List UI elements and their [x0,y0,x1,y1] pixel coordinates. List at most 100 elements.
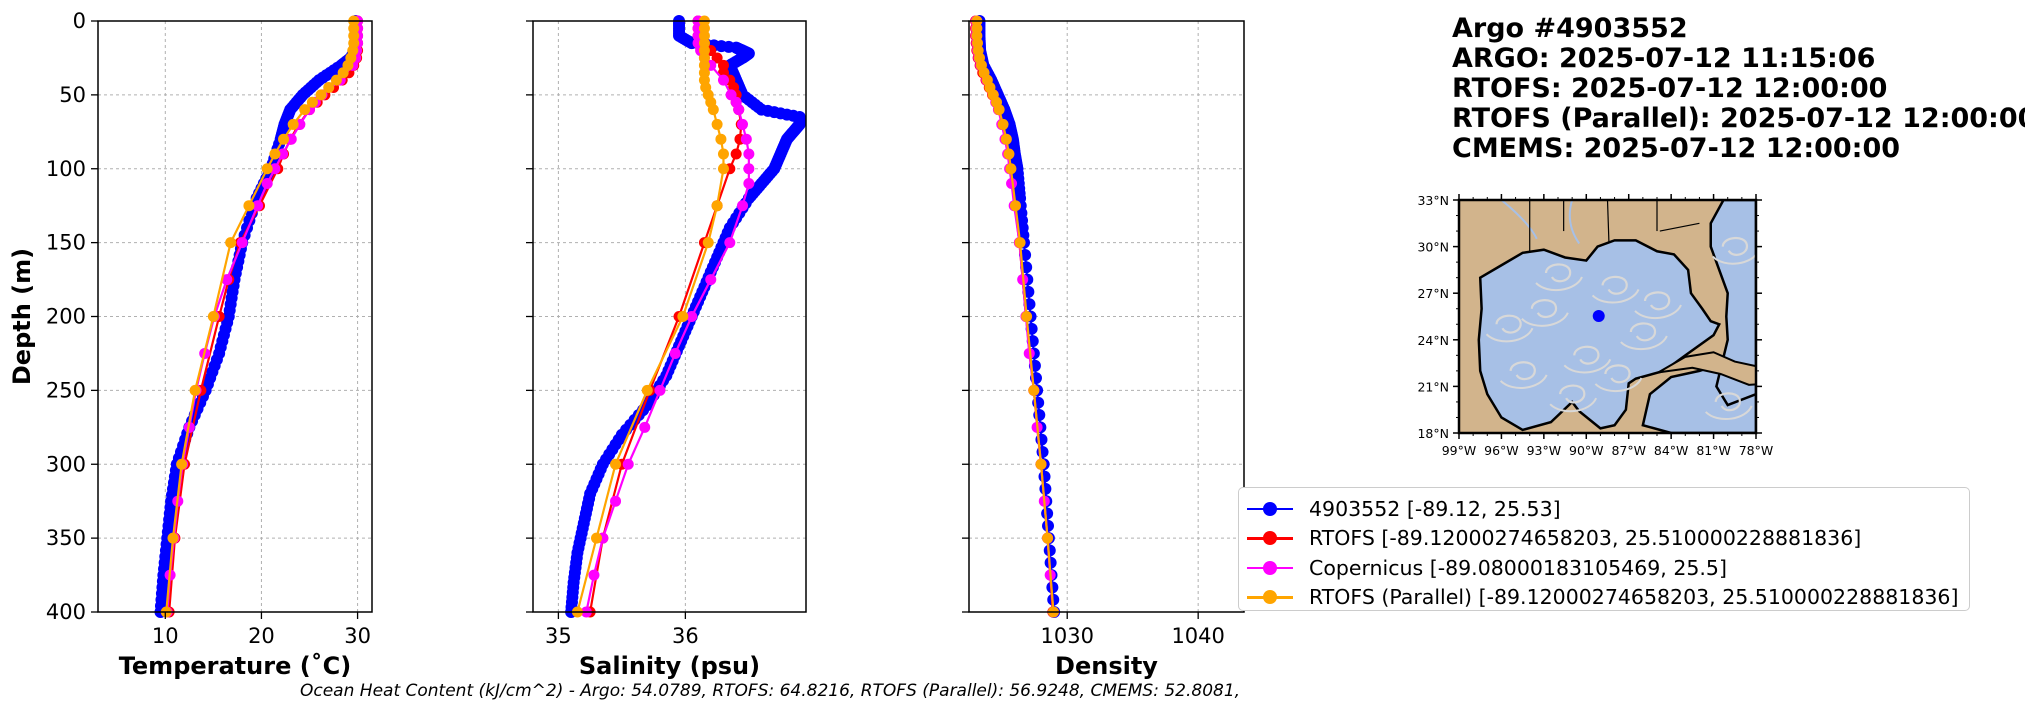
lon-label: 81°W [1696,443,1731,458]
data-point [733,104,745,116]
x-tick-label: 1030 [1040,624,1093,648]
data-point [717,148,729,160]
legend: 4903552 [-89.12, 25.53] RTOFS [-89.12000… [1238,487,1970,611]
lon-label: 87°W [1611,443,1646,458]
data-point [743,178,755,190]
lon-label: 93°W [1527,443,1562,458]
lon-label: 84°W [1654,443,1689,458]
title-rtofs-time: RTOFS: 2025-07-12 12:00:00 [1452,73,1888,104]
x-tick-label: 1040 [1171,624,1224,648]
lat-label: 21°N [1417,379,1449,394]
title-argo-time: ARGO: 2025-07-12 11:15:06 [1452,43,1876,74]
data-point [610,458,622,470]
data-point [221,274,233,286]
data-point [743,163,755,175]
data-point [287,118,299,130]
panel-salinity: 35 36 Salinity (psu) [526,15,807,680]
title-block: Argo #4903552 ARGO: 2025-07-12 11:15:06 … [1452,14,2025,164]
streamline [1629,322,1656,342]
data-point [243,200,255,212]
data-point [261,163,273,175]
streamline [1535,276,1583,292]
data-point [176,458,188,470]
data-point [737,200,749,212]
y-tick-label: 350 [46,526,86,550]
x-tick-label: 10 [152,624,179,648]
data-point [167,532,179,544]
streamline [1721,237,1748,256]
data-point [1042,532,1054,544]
data-point [622,458,634,470]
streamline [1521,312,1569,327]
streamline [1594,377,1643,393]
streamline [1601,275,1628,295]
streamline [1712,252,1756,265]
streamline [1604,364,1631,384]
legend-item-rtofs-parallel: RTOFS (Parallel) [-89.12000274658203, 25… [1247,583,1961,613]
streamline [1563,358,1612,374]
series-rtofs-parallel- [971,15,1059,618]
series-rtofs-parallel- [160,15,360,618]
lon-label: 99°W [1442,443,1477,458]
river [1500,200,1538,240]
data-point [737,118,749,130]
data-point [715,133,727,145]
y-tick-label: 100 [46,157,86,181]
title-argo-id: Argo #4903552 [1452,13,1688,44]
x-tick-label: 20 [248,624,275,648]
data-point [1000,133,1012,145]
data-point [252,200,264,212]
streamline [1499,374,1548,389]
data-point [669,347,681,359]
data-point [711,200,723,212]
streamline [1509,361,1536,381]
y-tick-label: 0 [73,9,86,33]
data-point [323,81,335,93]
data-point [261,178,273,190]
data-point [1014,237,1026,249]
data-point [724,237,736,249]
panel-temperature: 10 20 30050100150200250300350400Temperatur… [8,9,373,680]
data-point [306,96,318,108]
streamline [1530,299,1557,319]
data-point [717,74,729,86]
title-cmems-time: CMEMS: 2025-07-12 12:00:00 [1452,133,1901,164]
x-axis-label: Salinity (psu) [579,652,760,680]
data-point [997,118,1009,130]
map-body [1459,200,1756,433]
data-point [743,148,755,160]
data-point [189,384,201,396]
x-tick-label: 36 [672,624,699,648]
y-tick-label: 300 [46,452,86,476]
y-axis-label: Depth (m) [8,248,36,385]
data-point [707,104,719,116]
series-rtofs-parallel- [571,15,729,618]
series-line [168,21,359,613]
lon-label: 96°W [1484,443,1519,458]
legend-item-argo: 4903552 [-89.12, 25.53] [1247,494,1961,524]
streamline [1591,288,1640,304]
inset-map: 33°N 30°N 27°N 24°N 21°N 18°N 99°W 96°W 93°W 90°W… [1417,193,1773,458]
x-axis-label: Density [1055,652,1158,680]
x-tick-label: 30 [344,624,371,648]
legend-label-rtofs-parallel: RTOFS (Parallel) [-89.12000274658203, 25… [1309,585,1959,610]
data-point [269,148,281,160]
data-point [1038,470,1051,483]
streamline [1620,335,1668,351]
lat-label: 18°N [1417,426,1449,441]
legend-label-rtofs: RTOFS [-89.12000274658203, 25.5100002288… [1309,526,1862,551]
y-tick-label: 150 [46,231,86,255]
data-point [588,569,600,581]
data-point [717,163,729,175]
streamline [1643,291,1671,311]
data-point [639,421,651,433]
data-point [330,74,342,86]
data-point [1021,311,1033,322]
series-4903552 [154,15,362,618]
data-point [277,148,289,160]
data-point [236,237,248,249]
data-point [1006,178,1018,190]
legend-swatch-rtofs [1247,530,1293,546]
map-frame [1457,198,1758,435]
streamline [1714,392,1741,412]
